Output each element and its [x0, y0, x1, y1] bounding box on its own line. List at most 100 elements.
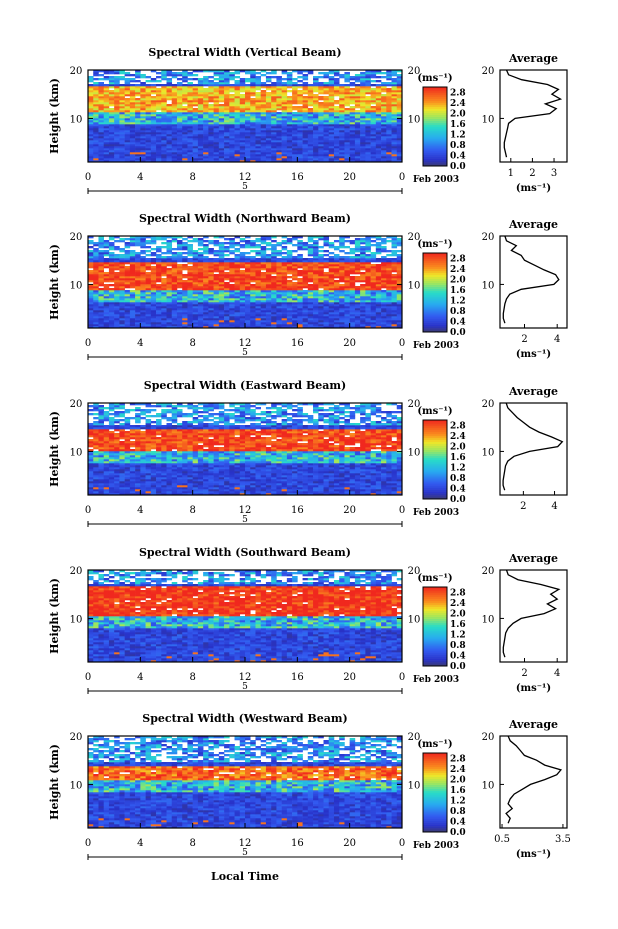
heatmap-cell — [124, 88, 131, 91]
heatmap-cell — [213, 160, 220, 163]
heatmap-cell — [156, 292, 162, 295]
heatmap-cell — [197, 312, 204, 315]
heatmap-cell — [197, 326, 204, 329]
heatmap-cell — [197, 288, 204, 291]
heatmap-cell — [224, 286, 230, 289]
heatmap-cell — [103, 260, 110, 263]
heatmap-cell — [192, 300, 199, 303]
heatmap-cell — [145, 80, 152, 83]
heatmap-cell — [245, 252, 251, 255]
heatmap-cell — [391, 108, 398, 111]
heatmap-cell — [245, 160, 251, 163]
average-y-tick-label: 10 — [482, 114, 495, 125]
heatmap-cell — [140, 308, 146, 311]
heatmap-cell — [271, 306, 277, 309]
heatmap-cell — [171, 102, 178, 105]
heatmap-cell — [245, 96, 251, 99]
heatmap-cell — [187, 158, 193, 161]
heatmap-cell — [360, 84, 366, 87]
heatmap-cell — [297, 300, 303, 303]
heatmap-cell — [360, 264, 366, 267]
heatmap-cell — [265, 76, 272, 79]
heatmap-cell — [166, 298, 173, 301]
heatmap-cell — [171, 130, 178, 133]
heatmap-cell — [203, 286, 209, 289]
heatmap-cell — [93, 86, 99, 89]
heatmap-cell — [265, 312, 272, 315]
heatmap-cell — [176, 104, 183, 107]
heatmap-cell — [93, 128, 99, 131]
heatmap-cell — [386, 324, 392, 327]
heatmap-cell — [391, 122, 398, 125]
heatmap-cell — [302, 146, 309, 149]
heatmap-cell — [156, 260, 162, 263]
heatmap-cell — [98, 130, 104, 133]
heatmap-cell — [286, 74, 293, 77]
heatmap-cell — [286, 288, 293, 291]
heatmap-cell — [176, 92, 183, 95]
heatmap-cell — [192, 314, 199, 317]
heatmap-cell — [365, 254, 371, 257]
heatmap-cell — [286, 120, 293, 123]
heatmap-cell — [187, 302, 193, 305]
heatmap-cell — [344, 96, 350, 99]
heatmap-cell — [375, 282, 382, 285]
heatmap-cell — [129, 138, 136, 141]
heatmap-cell — [93, 138, 99, 141]
heatmap-cell — [213, 304, 220, 307]
heatmap-cell — [381, 120, 387, 123]
heatmap-cell — [375, 138, 382, 141]
heatmap-cell — [124, 132, 131, 135]
heatmap-cell — [333, 254, 340, 257]
heatmap-cell — [365, 276, 371, 279]
heatmap-cell — [213, 250, 220, 253]
heatmap-cell — [224, 94, 230, 97]
heatmap-cell — [344, 114, 350, 117]
heatmap-cell — [166, 140, 173, 143]
heatmap-cell — [245, 124, 251, 127]
heatmap-cell — [250, 70, 256, 73]
heatmap-cell — [323, 314, 330, 317]
heatmap-cell — [108, 124, 115, 127]
heatmap-cell — [182, 78, 188, 81]
heatmap-cell — [339, 100, 345, 103]
heatmap-cell — [381, 282, 387, 285]
heatmap-cell — [197, 258, 204, 261]
heatmap-cell — [93, 150, 99, 153]
heatmap-cell — [88, 118, 94, 121]
heatmap-cell — [145, 146, 152, 149]
heatmap-cell — [218, 138, 225, 141]
heatmap-cell — [171, 94, 178, 97]
heatmap-cell — [234, 276, 241, 279]
heatmap-cell — [234, 322, 241, 325]
heatmap-cell — [88, 288, 94, 291]
heatmap-cell — [224, 260, 230, 263]
heatmap-cell — [344, 150, 350, 153]
heatmap-cell — [108, 324, 115, 327]
heatmap-cell — [145, 122, 152, 125]
heatmap-cell — [286, 268, 293, 271]
heatmap-cell — [365, 128, 371, 131]
heatmap-cell — [208, 250, 214, 253]
heatmap-cell — [161, 104, 167, 107]
heatmap-cell — [396, 150, 403, 153]
heatmap-cell — [114, 88, 120, 91]
heatmap-cell — [344, 308, 350, 311]
heatmap-cell — [297, 272, 303, 275]
heatmap-cell — [192, 158, 199, 161]
heatmap-cell — [187, 146, 193, 149]
heatmap-cell — [375, 96, 382, 99]
heatmap-cell — [292, 144, 298, 147]
heatmap-cell — [271, 290, 277, 293]
heatmap-cell — [182, 126, 188, 129]
heatmap-cell — [339, 324, 345, 327]
heatmap-cell — [313, 266, 319, 269]
heatmap-cell — [328, 110, 335, 113]
heatmap-cell — [286, 80, 293, 83]
heatmap-cell — [224, 148, 230, 151]
heatmap-cell — [103, 130, 110, 133]
heatmap-cell — [239, 290, 246, 293]
heatmap-cell — [276, 114, 282, 117]
heatmap-cell — [276, 156, 282, 159]
heatmap-cell — [150, 106, 157, 109]
